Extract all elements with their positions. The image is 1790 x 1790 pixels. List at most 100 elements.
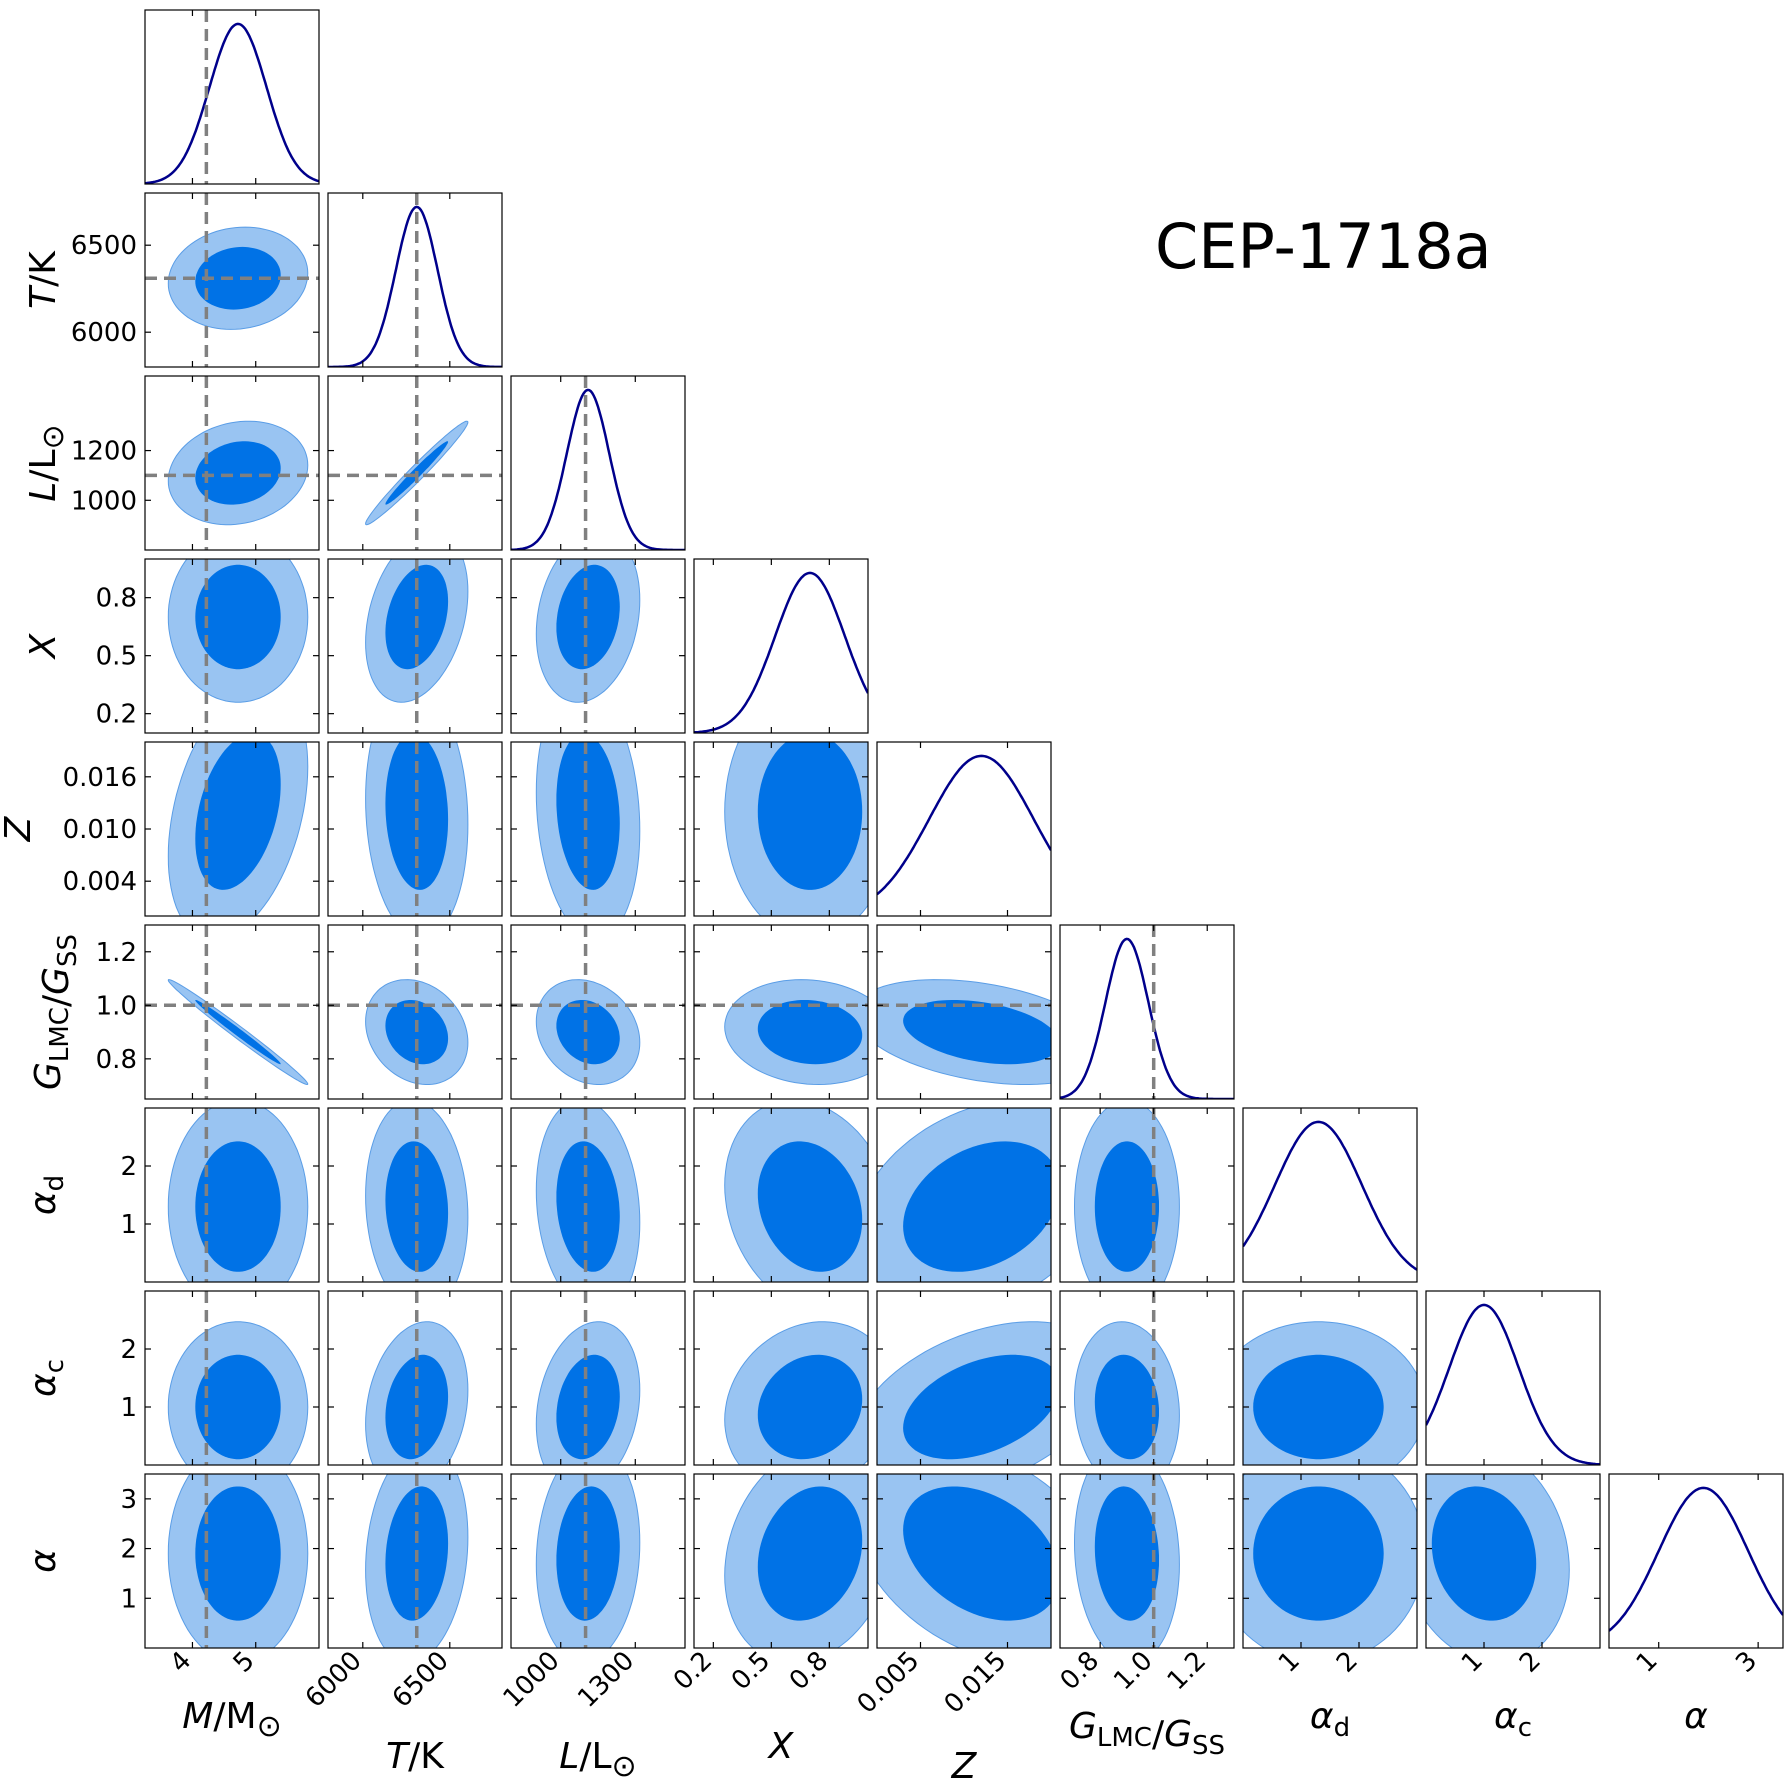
contour-inner-a-L (556, 1486, 620, 1621)
x-axis-X: 0.2 0.5 0.8 X (668, 1646, 834, 1767)
x-axis-T: 6000 6500 T/K (300, 1646, 455, 1777)
x-axis-a: 1 3α (1631, 1646, 1763, 1737)
tick-label: 1000 (71, 486, 137, 516)
contour-inner-G-T (385, 1000, 449, 1065)
y-axis-label-ac: αc (23, 1359, 70, 1397)
contour-inner-a-Z (903, 1486, 1051, 1621)
panel-frame (144, 1290, 320, 1466)
panel-frame (1242, 1473, 1418, 1649)
panel-G-vs-G (1059, 924, 1235, 1100)
panel-frame (327, 1473, 503, 1649)
panel-a-vs-a (1608, 1473, 1784, 1649)
panel-frame (1425, 1473, 1601, 1649)
panel-frame (693, 924, 869, 1100)
tick-label: 3 (1730, 1646, 1763, 1679)
contour-inner-G-M (195, 1000, 281, 1065)
panel-frame (510, 924, 686, 1100)
tick-label: 1.2 (96, 938, 137, 968)
contour-inner-a-G (1094, 1486, 1159, 1621)
x-axis-label-Z: Z (951, 1746, 978, 1787)
tick-label: 5 (228, 1646, 261, 1679)
tick-label: 0.8 (1055, 1646, 1105, 1696)
tick-label: 1 (120, 1393, 137, 1423)
y-axis-Z: 0.004 0.010 0.016 Z (0, 763, 137, 897)
panel-frame (510, 558, 686, 734)
panel-T-vs-T (327, 192, 503, 368)
contour-inner-a-ac (1431, 1486, 1537, 1621)
panel-Z-vs-M (144, 741, 320, 917)
panel-frame (1242, 1290, 1418, 1466)
panel-ad-vs-T (327, 1107, 503, 1283)
panel-ac-vs-X (693, 1290, 869, 1466)
tick-label: 0.2 (96, 700, 137, 730)
tick-label: 0.005 (852, 1646, 926, 1720)
contour-inner-G-X (757, 1000, 863, 1065)
panel-frame (693, 1107, 869, 1283)
panel-a-vs-ac (1425, 1473, 1601, 1649)
panel-a-vs-X (693, 1473, 869, 1649)
tick-label: 2 (120, 1335, 137, 1365)
contour-inner-Z-L (556, 742, 620, 890)
y-axis-ad: 1 2 αd (23, 1152, 137, 1240)
contour-inner-ac-Z (903, 1354, 1051, 1460)
tick-label: 2 (1331, 1646, 1364, 1679)
tick-label: 0.8 (96, 1045, 137, 1075)
panel-a-vs-ad (1242, 1473, 1418, 1649)
tick-label: 1.2 (1162, 1646, 1212, 1696)
marginal-curve-Z (877, 754, 1051, 896)
panel-frame (1425, 1290, 1601, 1466)
panel-X-vs-L (510, 558, 686, 734)
panel-ac-vs-G (1059, 1290, 1235, 1466)
panel-L-vs-T (327, 375, 503, 551)
panel-frame (327, 558, 503, 734)
contour-inner-X-L (556, 564, 620, 670)
y-axis-X: 0.2 0.5 0.8 X (23, 584, 137, 730)
x-axis-label-ad: αd (1310, 1696, 1350, 1743)
contour-inner-Z-X (757, 742, 863, 890)
panel-frame (327, 375, 503, 551)
contour-inner-ac-ad (1253, 1354, 1384, 1460)
panel-frame (510, 375, 686, 551)
panel-ac-vs-ad (1242, 1290, 1418, 1466)
contour-inner-ac-G (1094, 1354, 1159, 1460)
panel-ac-vs-M (144, 1290, 320, 1466)
tick-label: 0.2 (668, 1646, 718, 1696)
contour-inner-ac-X (757, 1354, 863, 1460)
y-axis-ac: 1 2 αc (23, 1335, 137, 1423)
x-axis-label-L: L/L⊙ (559, 1736, 636, 1784)
x-axis-label-X: X (767, 1726, 795, 1767)
panel-frame (876, 924, 1052, 1100)
panel-frame (693, 1473, 869, 1649)
tick-label: 1200 (71, 437, 137, 467)
y-axis-label-X: X (23, 632, 64, 660)
panel-L-vs-M (144, 375, 320, 551)
tick-label: 2 (120, 1535, 137, 1565)
x-axis-L: 1000 1300 L/L⊙ (498, 1646, 641, 1784)
tick-label: 1 (1631, 1646, 1664, 1679)
panel-a-vs-M (144, 1473, 320, 1649)
marginal-curve-ad (1243, 1120, 1417, 1271)
panel-ac-vs-T (327, 1290, 503, 1466)
panel-frame (1059, 1107, 1235, 1283)
tick-label: 1 (120, 1584, 137, 1614)
panel-X-vs-T (327, 558, 503, 734)
tick-label: 1.0 (1108, 1646, 1158, 1696)
y-axis-label-ad: αd (23, 1175, 70, 1215)
tick-label: 1000 (498, 1646, 566, 1714)
panel-frame (144, 558, 320, 734)
tick-label: 0.5 (96, 642, 137, 672)
panel-frame (1059, 1290, 1235, 1466)
tick-label: 1 (1273, 1646, 1306, 1679)
tick-label: 0.8 (96, 584, 137, 614)
panel-frame (510, 1290, 686, 1466)
panel-G-vs-L (510, 924, 686, 1100)
x-axis-ad: 1 2 αd (1273, 1646, 1364, 1743)
panel-ac-vs-L (510, 1290, 686, 1466)
y-axis-label-a: α (23, 1549, 64, 1573)
marginal-curve-a (1609, 1486, 1783, 1632)
marginal-curve-T (328, 205, 502, 367)
panel-ad-vs-ad (1242, 1107, 1418, 1283)
x-axis-label-M: M/M⊙ (182, 1696, 281, 1744)
